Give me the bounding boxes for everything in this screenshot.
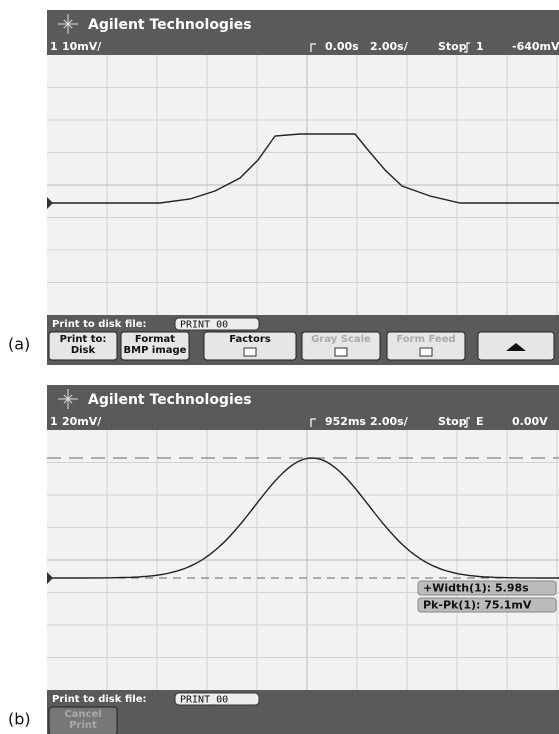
measurement: Pk-Pk(1): 75.1mV xyxy=(423,599,532,612)
softkey-label: Factors xyxy=(229,334,271,345)
panel-label: (a) xyxy=(8,335,30,354)
status-timebase: 2.00s/ xyxy=(370,415,409,428)
status-channel: 1 xyxy=(50,415,58,428)
measurement: +Width(1): 5.98s xyxy=(423,582,529,595)
softkey-indicator xyxy=(335,348,347,356)
print-file-name: PRINT_00 xyxy=(180,695,228,706)
softkey-label: Gray Scale xyxy=(311,334,371,345)
status-scale: 20mV/ xyxy=(62,415,102,428)
softkey-label: Print to: xyxy=(60,334,107,345)
brand: Agilent Technologies xyxy=(88,392,252,408)
status-run-state: Stop xyxy=(438,40,467,53)
status-channel: 1 xyxy=(50,40,58,53)
scope-panel: (a) Agilent Technologies 1 10mV/0.00s 2.00s/… xyxy=(8,10,559,365)
status-trigger-level: -640mV xyxy=(512,40,559,53)
softkey-label: Cancel xyxy=(64,709,101,720)
softkey-indicator xyxy=(244,348,256,356)
brand: Agilent Technologies xyxy=(88,17,252,33)
status-timebase: 2.00s/ xyxy=(370,40,409,53)
softkey-label: Print xyxy=(69,720,97,731)
softkey-label: Form Feed xyxy=(396,334,455,345)
status-trigger-source: E xyxy=(476,415,484,428)
panel-label: (b) xyxy=(8,710,31,729)
status-delay: 0.00s xyxy=(325,40,359,53)
softkey-label: Format xyxy=(135,334,175,345)
scope-panel: (b) Agilent Technologies 1 20mV/952ms 2.00s/… xyxy=(8,385,559,734)
status-scale: 10mV/ xyxy=(62,40,102,53)
figure: (a) Agilent Technologies 1 10mV/0.00s 2.00s/… xyxy=(0,0,559,734)
print-file-name: PRINT_00 xyxy=(180,320,228,331)
print-file-label: Print to disk file: xyxy=(52,694,147,705)
status-run-state: Stop xyxy=(438,415,467,428)
print-file-label: Print to disk file: xyxy=(52,319,147,330)
status-trigger-level: 0.00V xyxy=(512,415,548,428)
softkey-indicator xyxy=(420,348,432,356)
softkey-label: Disk xyxy=(71,345,96,356)
softkey-label: BMP image xyxy=(124,345,187,356)
status-trigger-source: 1 xyxy=(476,40,484,53)
status-delay: 952ms xyxy=(325,415,366,428)
